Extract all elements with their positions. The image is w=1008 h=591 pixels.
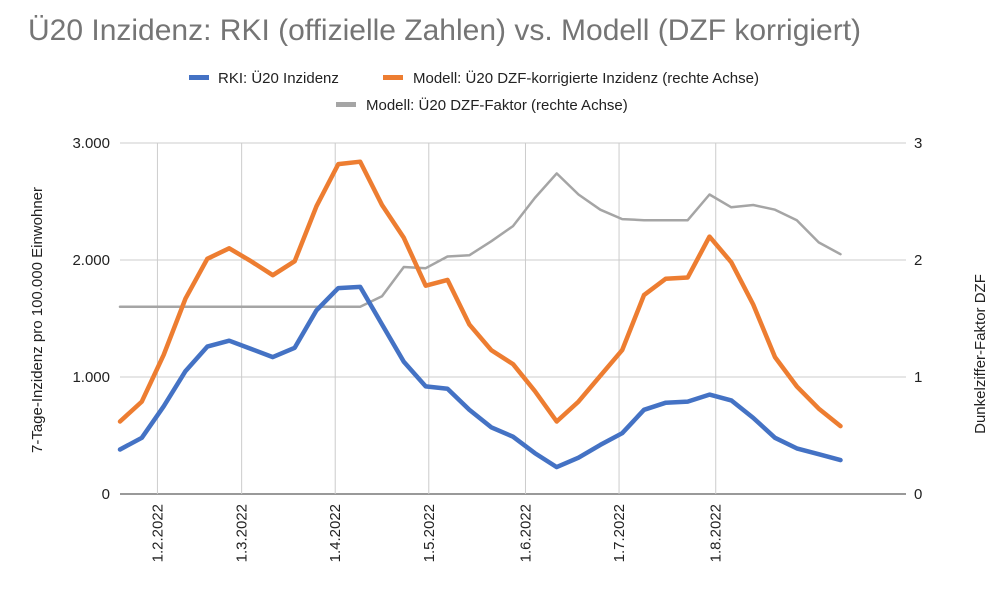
y-tick-label-left: 1.000 — [72, 369, 110, 386]
legend-swatch-model-incidence — [383, 75, 403, 80]
legend-item-rki[interactable]: RKI: Ü20 Inzidenz — [189, 69, 339, 87]
x-tick-label: 1.5.2022 — [421, 504, 438, 562]
legend-label-rki: RKI: Ü20 Inzidenz — [218, 69, 339, 87]
y-tick-label-left: 2.000 — [72, 252, 110, 269]
y-tick-label-right: 2 — [914, 252, 922, 269]
series-line-dzf-factor[interactable] — [118, 172, 842, 309]
axis-ticks: 0 1.000 2.000 3.000 0 1 2 3 1.2.2022 1.3.2022 1.4.… — [72, 135, 922, 562]
x-tick-label: 1.2.2022 — [149, 504, 166, 562]
x-tick-label: 1.7.2022 — [611, 504, 628, 562]
series — [117, 159, 843, 470]
series-line-model-incidence[interactable] — [117, 159, 843, 429]
legend-item-model-incidence[interactable]: Modell: Ü20 DZF-korrigierte Inzidenz (re… — [383, 69, 759, 87]
y-axis-title-right: Dunkelziffer-Faktor DZF — [972, 274, 989, 434]
chart-title: Ü20 Inzidenz: RKI (offizielle Zahlen) vs… — [28, 14, 862, 47]
x-tick-label: 1.3.2022 — [234, 504, 251, 562]
x-tick-label: 1.4.2022 — [327, 504, 344, 562]
legend: RKI: Ü20 Inzidenz Modell: Ü20 DZF-korrig… — [189, 69, 759, 114]
gridlines — [120, 142, 906, 495]
x-tick-label: 1.8.2022 — [708, 504, 725, 562]
series-line-rki-incidence[interactable] — [117, 284, 843, 470]
legend-swatch-dzf-factor — [336, 102, 356, 107]
y-axis-title-left: 7-Tage-Inzidenz pro 100.000 Einwohner — [29, 187, 46, 453]
legend-item-dzf-factor[interactable]: Modell: Ü20 DZF-Faktor (rechte Achse) — [336, 96, 628, 114]
legend-label-dzf-factor: Modell: Ü20 DZF-Faktor (rechte Achse) — [366, 96, 628, 114]
y-tick-label-left: 0 — [102, 486, 110, 503]
y-tick-label-right: 3 — [914, 135, 922, 152]
y-tick-label-left: 3.000 — [72, 135, 110, 152]
legend-label-model-incidence: Modell: Ü20 DZF-korrigierte Inzidenz (re… — [413, 69, 759, 87]
x-tick-label: 1.6.2022 — [517, 504, 534, 562]
y-tick-label-right: 1 — [914, 369, 922, 386]
y-tick-label-right: 0 — [914, 486, 922, 503]
legend-swatch-rki — [189, 75, 209, 80]
